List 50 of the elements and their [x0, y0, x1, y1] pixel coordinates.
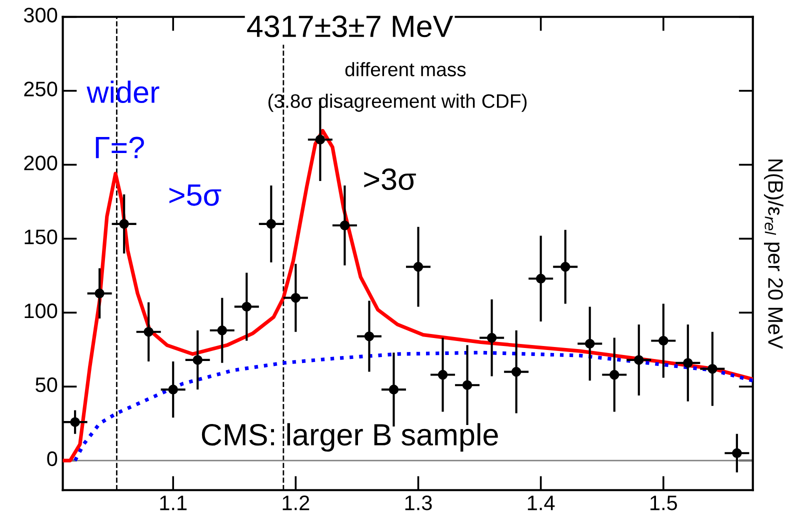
point [511, 366, 522, 377]
point [486, 332, 497, 343]
line-series [62, 128, 753, 462]
y-tick-label: 250 [24, 82, 58, 96]
point [217, 326, 228, 336]
point [168, 384, 178, 394]
annotation: >5σ [169, 184, 222, 206]
point [732, 448, 742, 458]
point [536, 274, 546, 284]
point [144, 327, 154, 337]
y-tick-label: 300 [24, 8, 58, 22]
point [634, 355, 644, 365]
point [560, 262, 570, 272]
point [119, 219, 129, 229]
x-tick-label: 1.5 [650, 496, 677, 510]
point [683, 358, 693, 368]
y-tick-label: 150 [24, 230, 58, 244]
y-axis-title: N(B)/ε$_{rel}$ per 20 MeV [764, 160, 784, 349]
point [413, 262, 424, 272]
point [438, 370, 448, 380]
point [610, 370, 620, 380]
point [266, 219, 276, 229]
point [192, 355, 202, 365]
y-tick-label: 50 [36, 377, 58, 392]
annotation: wider [86, 80, 160, 104]
point [70, 417, 80, 427]
point [388, 384, 399, 394]
point [290, 292, 301, 303]
x-tick-label: 1.1 [160, 496, 187, 510]
point [364, 331, 374, 342]
y-tick-label: 200 [24, 156, 58, 170]
x-tick-label: 1.4 [528, 496, 555, 510]
point [94, 288, 104, 298]
point [462, 380, 472, 390]
point [708, 364, 718, 374]
annotation: different mass [345, 62, 466, 76]
point [242, 302, 252, 312]
annotation: >3σ [364, 168, 416, 190]
point [584, 338, 595, 349]
x-tick-label: 1.3 [405, 496, 432, 510]
annotation: CMS: larger B sample [202, 423, 498, 452]
point [658, 336, 668, 346]
point [315, 134, 326, 144]
annotation: Γ=? [96, 136, 144, 158]
y-tick-label: 0 [47, 451, 58, 466]
x-tick-label: 1.2 [282, 496, 310, 510]
point [340, 220, 350, 230]
line-series [73, 350, 753, 462]
annotation: 4317±3±7 MeV [247, 16, 454, 38]
y-tick-label: 100 [24, 303, 58, 318]
